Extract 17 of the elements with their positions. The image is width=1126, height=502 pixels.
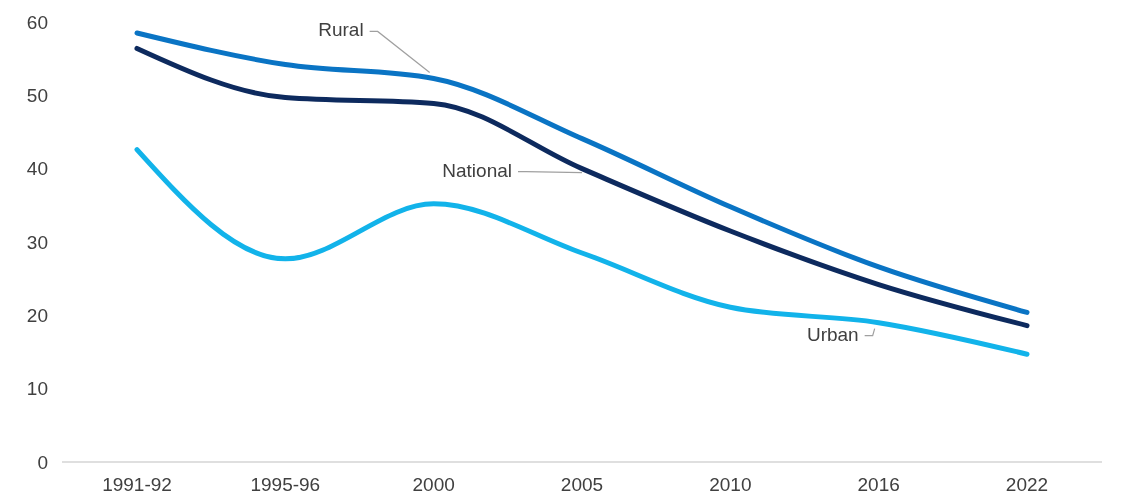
y-tick-label: 40 [26,158,48,180]
y-tick-label: 0 [37,451,48,473]
series-label: Rural [318,19,364,41]
x-tick-label: 2016 [857,474,900,496]
y-tick-label: 20 [26,305,48,327]
x-tick-label: 2022 [1005,474,1049,496]
y-tick-label: 50 [26,85,48,107]
x-tick-label: 2005 [560,474,604,496]
series-label: Urban [806,323,859,345]
x-tick-label: 2000 [412,474,455,496]
y-tick-label: 30 [26,231,48,253]
y-tick-label: 10 [26,378,48,400]
y-tick-label: 60 [26,11,48,33]
x-tick-label: 2010 [709,474,752,496]
x-tick-label: 1995-96 [250,474,321,496]
x-tick-label: 1991-92 [102,474,172,496]
series-label: National [442,159,512,181]
